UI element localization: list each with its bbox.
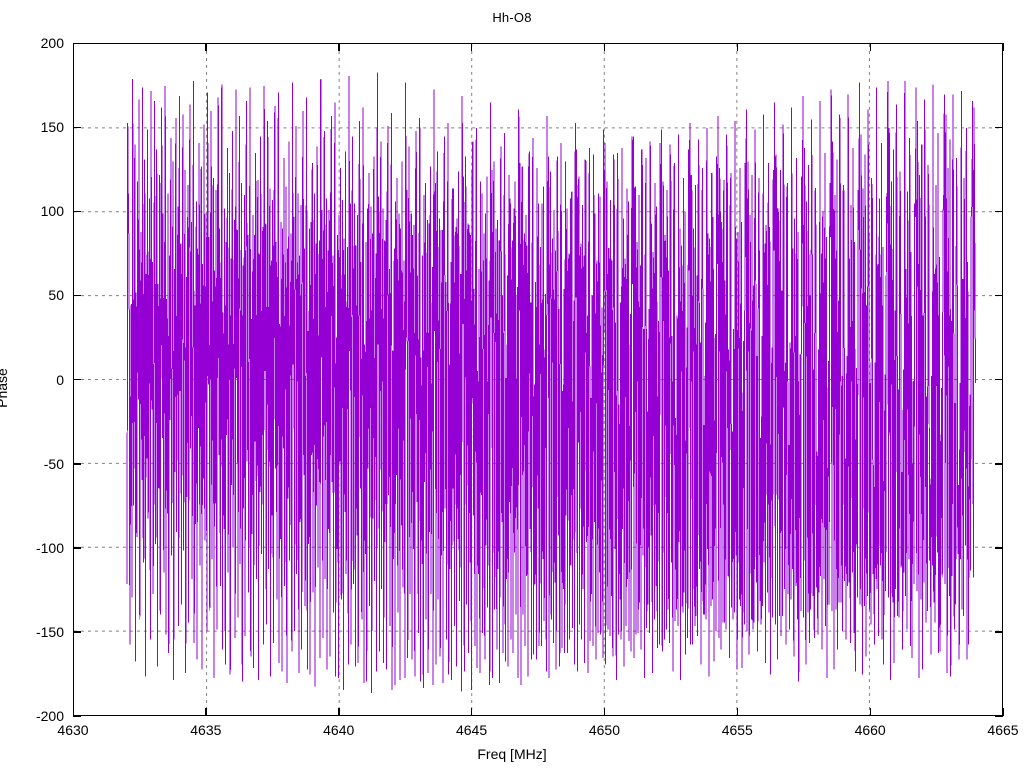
x-tick-mark xyxy=(869,708,872,716)
y-tick-mark-right xyxy=(995,463,1003,465)
x-tick-label: 4630 xyxy=(57,722,89,738)
x-tick-mark-top xyxy=(205,43,207,51)
y-tick-mark-right xyxy=(995,126,1003,129)
plot-area xyxy=(73,43,1003,716)
y-tick-mark-right xyxy=(995,294,1003,297)
y-tick-mark xyxy=(73,126,81,129)
y-tick-mark-right xyxy=(995,42,1003,44)
y-tick-mark-right xyxy=(995,210,1003,213)
y-tick-label: -50 xyxy=(43,455,64,472)
x-tick-label: 4650 xyxy=(588,722,620,738)
y-tick-mark-right xyxy=(995,715,1003,717)
y-tick-mark xyxy=(73,379,81,381)
y-tick-mark xyxy=(73,547,81,549)
y-axis-label: Phase xyxy=(0,368,10,408)
y-tick-label: -100 xyxy=(35,539,64,556)
x-tick-mark-top xyxy=(736,43,739,51)
y-tick-mark xyxy=(73,715,81,717)
x-tick-mark-top xyxy=(72,43,74,51)
y-tick-label: -150 xyxy=(35,623,64,640)
x-tick-label: 4665 xyxy=(987,722,1019,738)
x-axis-label: Freq [MHz] xyxy=(477,746,547,762)
y-tick-mark-right xyxy=(995,547,1003,549)
x-tick-mark xyxy=(338,708,340,716)
y-tick-label: 50 xyxy=(48,287,64,304)
x-tick-mark xyxy=(205,708,207,716)
y-tick-label: 100 xyxy=(40,203,64,220)
x-tick-mark xyxy=(736,708,739,716)
y-tick-label: 0 xyxy=(56,371,64,388)
x-tick-mark-top xyxy=(603,43,606,51)
x-tick-mark-top xyxy=(471,43,473,51)
x-tick-mark xyxy=(72,708,74,716)
y-tick-mark xyxy=(73,631,81,633)
y-tick-mark xyxy=(73,210,81,213)
x-tick-label: 4660 xyxy=(854,722,886,738)
y-tick-mark-right xyxy=(995,631,1003,633)
y-tick-label: -200 xyxy=(35,708,64,724)
phase-series-line xyxy=(126,72,976,694)
x-tick-label: 4635 xyxy=(190,722,222,738)
x-tick-label: 4640 xyxy=(323,722,355,738)
x-tick-mark xyxy=(603,708,606,716)
y-tick-mark xyxy=(73,42,81,44)
y-tick-label: 150 xyxy=(40,119,64,136)
x-tick-mark xyxy=(471,708,473,716)
y-tick-mark-right xyxy=(995,379,1003,381)
x-tick-mark-top xyxy=(869,43,872,51)
x-tick-label: 4655 xyxy=(721,722,753,738)
y-tick-label: 200 xyxy=(40,35,64,51)
x-tick-mark-top xyxy=(338,43,340,51)
y-tick-mark xyxy=(73,463,81,465)
x-tick-mark-top xyxy=(1002,43,1004,51)
y-tick-mark xyxy=(73,294,81,297)
chart-title: Hh-O8 xyxy=(492,10,532,25)
x-tick-mark xyxy=(1002,708,1004,716)
x-tick-label: 4645 xyxy=(455,722,488,738)
